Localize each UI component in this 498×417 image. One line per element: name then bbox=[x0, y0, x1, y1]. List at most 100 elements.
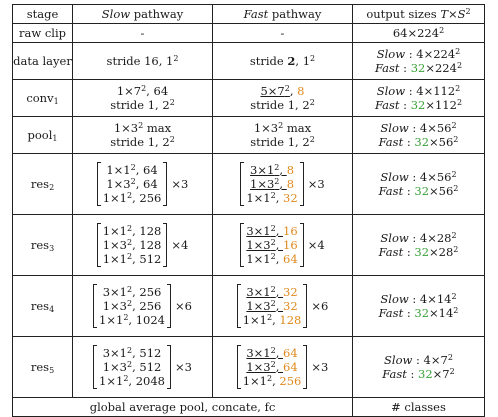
res4-fast-pre-0: 3×1 bbox=[246, 285, 271, 299]
slow-conv1-exp: 2 bbox=[141, 84, 147, 93]
slow-pool1-line1: 1×32 max bbox=[73, 121, 212, 135]
res2-fast-kernel-2: 1×12, bbox=[246, 191, 283, 205]
out-fast-green: 32 bbox=[410, 61, 426, 75]
fast-conv1-sep: , bbox=[289, 84, 298, 98]
row-conv1: conv1 1×72, 64 stride 1, 22 5×72, 8 stri… bbox=[12, 79, 485, 117]
out-res4-fast-green: 32 bbox=[414, 306, 430, 320]
res2-fast-sep-0: , bbox=[279, 163, 287, 177]
res3-fast-line-1: 1×32, 16 bbox=[246, 238, 297, 252]
res2-fast-kernel-0: 3×12, bbox=[250, 163, 287, 177]
stage-res2-text: res bbox=[30, 177, 50, 191]
out-pool1-fast-line: Fast : 32×562 bbox=[353, 135, 484, 149]
res2-fast-exp-0: 2 bbox=[274, 163, 280, 172]
out-raw-clip: 64×2242 bbox=[352, 23, 485, 43]
fast-res4: 3×12, 32 1×32, 32 1×12, 128 ×6 bbox=[212, 275, 353, 337]
stage-res3-text: res bbox=[30, 238, 50, 252]
fast-conv1-stride: stride 1, 2 bbox=[250, 98, 310, 112]
out-res5-slow-line: Slow : 4×72 bbox=[353, 353, 484, 367]
fast-conv1-stride-exp: 2 bbox=[309, 98, 315, 107]
res5-fast-exp-1: 2 bbox=[270, 360, 276, 369]
out-res3-slow-line: Slow : 4×282 bbox=[353, 231, 484, 245]
res3-fast-kernel-1: 1×32, bbox=[246, 238, 283, 252]
out-res4-slow-exp: 2 bbox=[451, 292, 457, 301]
out-res4-fast-sep: : bbox=[403, 306, 415, 320]
res2-fast-bracket: 3×12, 8 1×32, 8 1×12, 32 bbox=[240, 162, 304, 206]
res2-slow-line-0: 1×12, 64 bbox=[103, 163, 162, 177]
res4-fast-bracket: 3×12, 32 1×32, 32 1×12, 128 bbox=[236, 284, 308, 328]
res4-slow-block: 3×12, 256 1×32, 256 1×12, 1024 ×6 bbox=[93, 284, 192, 328]
res4-slow-post-1: , 256 bbox=[132, 299, 162, 313]
out-res3: Slow : 4×282 Fast : 32×282 bbox=[352, 214, 485, 276]
fast-pool1-line2: stride 1, 22 bbox=[213, 135, 352, 149]
out-res5-slow-label: Slow bbox=[384, 353, 413, 367]
res3-fast-kernel-2: 1×12, bbox=[246, 252, 283, 266]
out-res5: Slow : 4×72 Fast : 32×72 bbox=[352, 336, 485, 398]
res4-fast-multiplier: ×6 bbox=[311, 299, 329, 313]
out-fast-exp: 2 bbox=[456, 61, 463, 70]
final-label: global average pool, concate, fc bbox=[12, 397, 353, 417]
res4-fast-exp-2: 2 bbox=[266, 313, 273, 322]
slow-conv1-line1: 1×72, 64 bbox=[73, 84, 212, 98]
fast-pool1-post: max bbox=[283, 121, 312, 135]
res2-fast-multiplier: ×3 bbox=[307, 177, 325, 191]
res2-slow-multiplier: ×3 bbox=[171, 177, 189, 191]
slow-conv1-pre: 1×7 bbox=[116, 84, 142, 98]
out-res3-fast-label: Fast bbox=[378, 245, 404, 259]
res4-slow-exp-1: 2 bbox=[126, 299, 133, 308]
stage-res4-text: res bbox=[30, 299, 50, 313]
res4-slow-post-2: , 1024 bbox=[128, 313, 165, 327]
res5-fast-exp-2: 2 bbox=[266, 374, 273, 383]
row-raw-clip: raw clip - - 64×2242 bbox=[12, 23, 485, 43]
res3-slow-exp-1: 2 bbox=[126, 238, 133, 247]
out-res2-fast-exp: 2 bbox=[453, 184, 459, 193]
slow-conv1-stride: stride 1, 2 bbox=[110, 98, 170, 112]
res4-slow-line-2: 1×12, 1024 bbox=[99, 313, 165, 327]
res2-fast-orange-0: 8 bbox=[286, 163, 295, 177]
res3-fast-sep-2: , bbox=[275, 252, 284, 266]
res5-fast-line-2: 1×12, 256 bbox=[243, 374, 302, 388]
row-res5: res5 3×12, 512 1×32, 512 1×12, 2048 ×3 3×12, … bbox=[12, 336, 485, 398]
out-fast-sep: : bbox=[399, 61, 411, 75]
out-conv1-fast-green: 32 bbox=[410, 98, 426, 112]
stage-pool1-text: pool bbox=[27, 128, 53, 142]
res3-slow-post-2: , 512 bbox=[132, 252, 162, 266]
res5-slow-line-1: 1×32, 512 bbox=[99, 360, 165, 374]
slow-pool1-stride-exp: 2 bbox=[169, 135, 175, 144]
res5-slow-pre-0: 3×1 bbox=[102, 346, 127, 360]
out-pool1-fast-label: Fast bbox=[378, 135, 404, 149]
res3-fast-line-0: 3×12, 16 bbox=[246, 224, 297, 238]
fast-conv1-orange: 8 bbox=[297, 84, 305, 98]
fast-raw-clip: - bbox=[212, 23, 353, 43]
res5-slow-line-0: 3×12, 512 bbox=[99, 346, 165, 360]
res3-slow-line-2: 1×12, 512 bbox=[103, 252, 162, 266]
header-slow-rest: pathway bbox=[130, 7, 184, 21]
res2-fast-line-1: 1×32, 8 bbox=[246, 177, 297, 191]
fast-data-layer-post: , 1 bbox=[295, 54, 311, 68]
slow-data-layer-exp: 2 bbox=[173, 54, 179, 63]
fast-conv1: 5×72, 8 stride 1, 22 bbox=[212, 79, 353, 117]
res2-slow-pre-2: 1×1 bbox=[102, 191, 127, 205]
res3-fast-orange-2: 64 bbox=[283, 252, 298, 266]
out-raw-clip-exp: 2 bbox=[439, 26, 445, 35]
res4-fast-orange-0: 32 bbox=[283, 285, 298, 299]
stage-res5-text: res bbox=[30, 360, 50, 374]
out-pool1: Slow : 4×562 Fast : 32×562 bbox=[352, 116, 485, 154]
stage-res4-sub: 4 bbox=[49, 305, 55, 314]
header-slow: Slow pathway bbox=[72, 4, 213, 24]
slow-pool1: 1×32 max stride 1, 22 bbox=[72, 116, 213, 154]
stage-res2: res2 bbox=[12, 153, 73, 215]
res3-slow-block: 1×12, 128 1×32, 128 1×12, 512 ×4 bbox=[96, 223, 188, 267]
out-res2-slow-val: : 4×56 bbox=[408, 170, 452, 184]
res3-fast-block: 3×12, 16 1×32, 16 1×12, 64 ×4 bbox=[240, 223, 325, 267]
out-conv1-fast-sep: : bbox=[399, 98, 411, 112]
res4-fast-line-2: 1×12, 128 bbox=[243, 313, 302, 327]
slow-pool1-line2: stride 1, 22 bbox=[73, 135, 212, 149]
res3-fast-multiplier: ×4 bbox=[307, 238, 325, 252]
stage-res5-sub: 5 bbox=[49, 366, 55, 375]
res5-fast-orange-1: 64 bbox=[283, 360, 298, 374]
res5-slow-post-1: , 512 bbox=[132, 360, 162, 374]
res2-slow-exp-2: 2 bbox=[126, 191, 133, 200]
fast-pool1-pre: 1×3 bbox=[253, 121, 279, 135]
out-res2-fast-sep: : bbox=[403, 184, 415, 198]
res3-slow-line-1: 1×32, 128 bbox=[103, 238, 162, 252]
